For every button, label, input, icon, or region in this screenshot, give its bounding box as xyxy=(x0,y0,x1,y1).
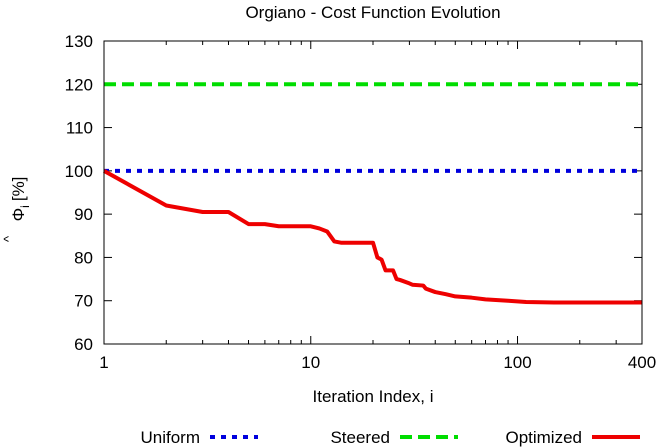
chart-title: Orgiano - Cost Function Evolution xyxy=(245,3,500,22)
y-axis-label-subscript: i xyxy=(18,205,32,208)
plot-frame xyxy=(103,40,643,345)
svg-text:Φi[%]: Φi [%] xyxy=(9,177,32,222)
y-axis-label: Φi [%] ^ xyxy=(1,177,32,242)
series-line-optimized xyxy=(103,169,642,305)
x-tick-label: 1 xyxy=(99,353,108,372)
legend-label-uniform: Uniform xyxy=(140,428,200,447)
legend-label-steered: Steered xyxy=(330,428,390,447)
y-tick-label: 90 xyxy=(74,205,93,224)
x-axis-label: Iteration Index, i xyxy=(313,387,434,406)
legend-label-optimized: Optimized xyxy=(505,428,582,447)
y-tick-label: 100 xyxy=(65,162,93,181)
legend: Uniform Steered Optimized xyxy=(140,428,640,447)
y-tick-label: 80 xyxy=(74,248,93,267)
y-tick-label: 60 xyxy=(74,335,93,354)
y-axis-label-hat: ^ xyxy=(1,235,16,242)
x-tick-label: 10 xyxy=(301,353,320,372)
y-tick-label: 130 xyxy=(65,32,93,51)
x-ticks: 1 10 100 400 xyxy=(99,41,656,372)
y-ticks: 60 70 80 90 100 110 120 130 xyxy=(65,32,642,354)
x-tick-label: 400 xyxy=(628,353,656,372)
series-layer xyxy=(103,82,642,305)
y-axis-label-symbol: Φ xyxy=(9,208,28,222)
y-tick-label: 110 xyxy=(66,119,93,138)
x-tick-label: 100 xyxy=(503,353,531,372)
y-axis-label-unit: [%] xyxy=(9,177,28,202)
y-tick-label: 70 xyxy=(74,292,93,311)
y-tick-label: 120 xyxy=(65,75,93,94)
